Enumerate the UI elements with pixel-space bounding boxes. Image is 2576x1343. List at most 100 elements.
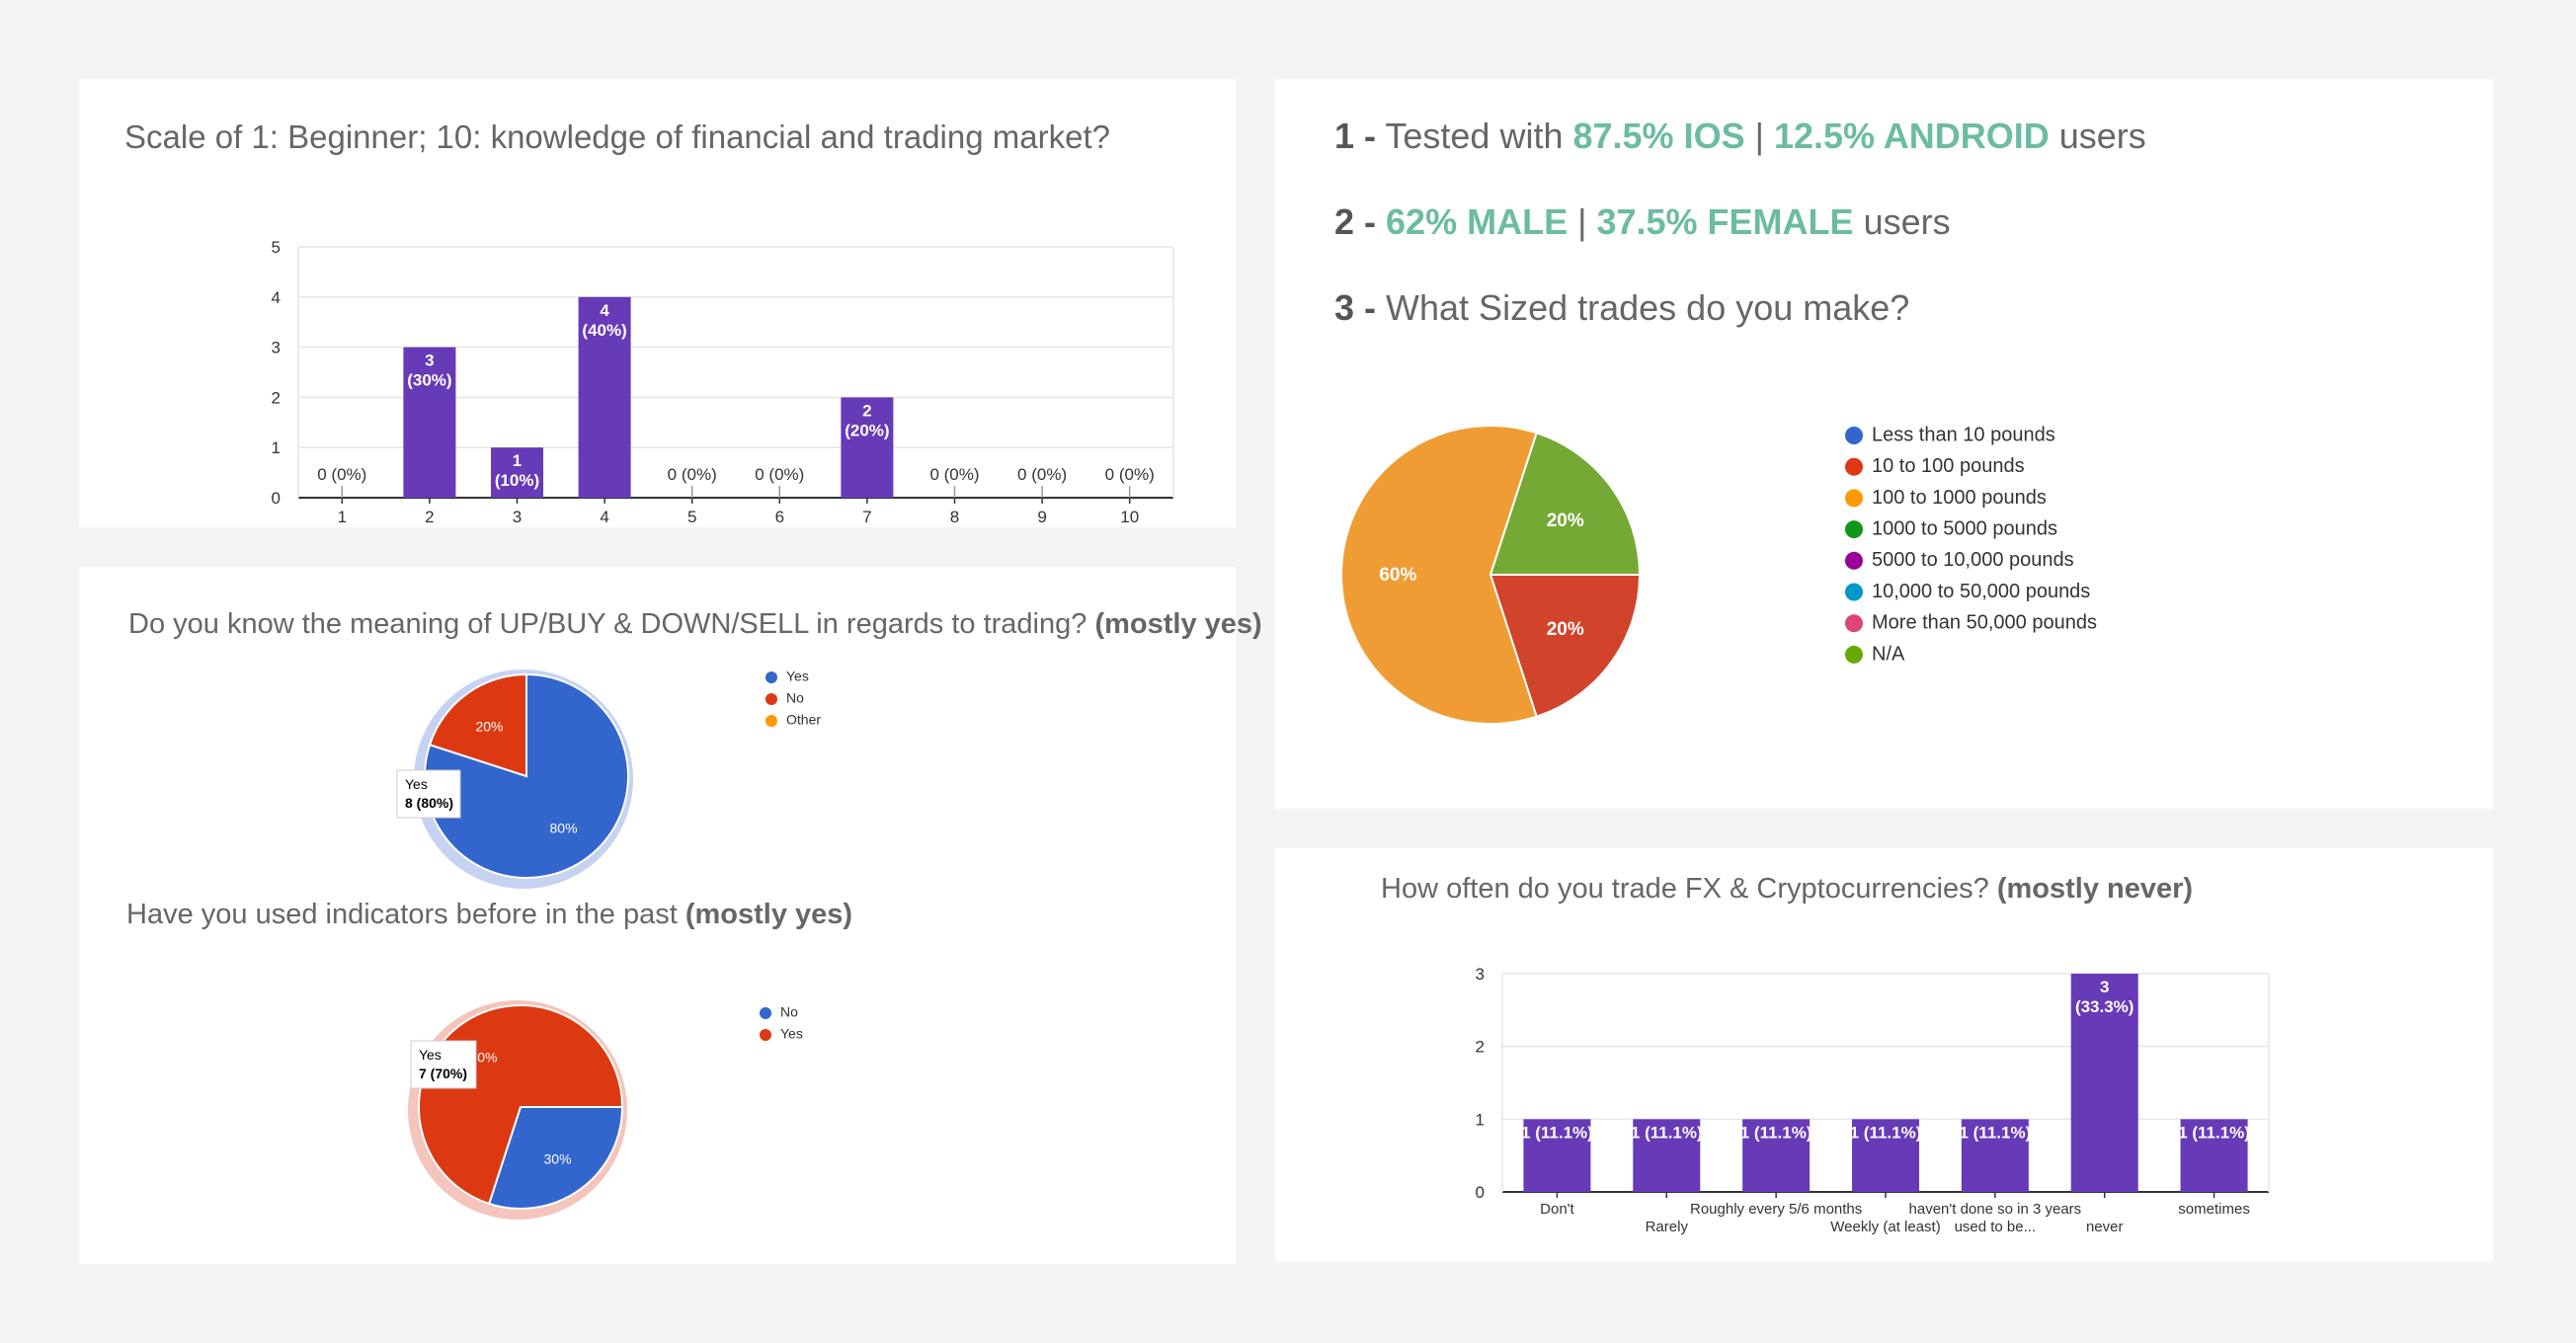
bar-value-label: 4 [600,301,609,320]
bar[interactable] [578,296,631,498]
x-category-label: haven't done so in 3 years [1909,1201,2082,1218]
pie-slice[interactable] [1340,425,1538,725]
bar-value-label: 1 (11.1%) [1521,1123,1593,1142]
legend-label[interactable]: Yes [786,669,809,684]
pie-tooltip-label: Yes [419,1047,442,1063]
frequency-chart-svg: How often do you trade FX & Cryptocurren… [1381,873,2270,1235]
bar-value-label: 0 (0%) [755,465,804,484]
y-tick-label: 0 [272,489,281,508]
indicators-legend: No Yes [760,1004,803,1042]
bar[interactable] [2180,1119,2248,1192]
summary-line-trade-size: 3 - What Sized trades do you make? [1334,287,1909,328]
pie-tooltip [410,1040,477,1089]
bar-value-label: 1 (11.1%) [1631,1123,1703,1142]
frequency-question-title: How often do you trade FX & Cryptocurren… [1381,873,2193,905]
bar[interactable] [1633,1119,1701,1192]
summary-line-devices: 1 - Tested with 87.5% IOS | 12.5% ANDROI… [1334,116,2146,156]
bar-value-label: 0 (0%) [1105,465,1155,484]
legend-swatch [1845,427,1863,444]
legend-swatch [1845,583,1863,601]
pie-tooltip-value: 7 (70%) [419,1066,467,1081]
legend-label[interactable]: More than 50,000 pounds [1872,612,2097,634]
legend-swatch [1845,551,1863,570]
legend-label[interactable]: Yes [780,1026,803,1042]
legend-swatch [765,672,777,683]
legend-swatch [1845,489,1863,508]
scale-question-title: Scale of 1: Beginner; 10: knowledge of f… [124,118,1110,155]
bar-value-label: 1 (11.1%) [1850,1123,1922,1142]
legend-swatch [765,693,777,705]
y-tick-label: 0 [1476,1183,1485,1202]
bar[interactable] [491,447,543,498]
pie-slice-label: 20% [1547,619,1584,640]
summary-svg: 1 - Tested with 87.5% IOS | 12.5% ANDROI… [1334,116,2146,725]
bar-value-label: 3 [2100,978,2109,996]
legend-swatch [1845,457,1863,476]
trade-size-legend: Less than 10 pounds 10 to 100 pounds 100 t… [1845,424,2097,665]
x-category-label: 1 [338,508,347,526]
bar[interactable] [403,347,456,498]
pie-slice[interactable] [1489,574,1642,718]
scale-question-card: Scale of 1: Beginner; 10: knowledge of f… [79,79,1236,527]
x-category-label: 2 [425,508,434,526]
bar[interactable] [1742,1119,1811,1192]
bar[interactable] [2070,974,2138,1192]
y-tick-label: 5 [272,238,281,257]
x-category-label: never [2086,1219,2124,1235]
y-tick-label: 1 [272,438,281,457]
scale-chart-svg: Scale of 1: Beginner; 10: knowledge of f… [124,118,1174,526]
pie-slice[interactable] [487,1106,624,1210]
y-tick-label: 2 [1476,1038,1485,1057]
legend-label[interactable]: Other [786,712,821,728]
pie-tooltip-value: 8 (80%) [405,795,453,811]
bar-value-label: 1 (11.1%) [1740,1123,1812,1142]
x-category-label: 9 [1037,508,1046,526]
bar-value-label: 1 (11.1%) [1959,1123,2031,1142]
bar-percent-label: (20%) [845,421,889,439]
bar[interactable] [1961,1119,2029,1192]
legend-swatch [760,1007,771,1019]
updown-pie-chart: 80% 20% Yes 8 (80%) [396,670,633,889]
pie-slice-label: 20% [475,718,503,734]
frequency-question-card: How often do you trade FX & Cryptocurren… [1275,848,2493,1261]
bar[interactable] [1523,1119,1591,1192]
updown-question-title: Do you know the meaning of UP/BUY & DOWN… [128,608,1262,640]
frequency-bar-chart: 0 1 2 3 1 (11.1%) Don't 1 (11.1%) Rarely 1 (11.1… [1476,965,2270,1235]
bar-value-label: 2 [862,401,871,420]
legend-label[interactable]: 10,000 to 50,000 pounds [1872,581,2090,602]
x-category-label: 6 [775,508,784,526]
bar-percent-label: (10%) [495,471,539,490]
x-category-label: Weekly (at least) [1830,1219,1940,1235]
legend-swatch [760,1029,771,1041]
legend-label[interactable]: 10 to 100 pounds [1872,455,2025,477]
bar-percent-label: (30%) [407,371,451,390]
bar[interactable] [1852,1119,1919,1192]
x-category-label: 8 [950,508,959,526]
x-category-label: 4 [600,508,608,526]
yes-no-questions-card: Do you know the meaning of UP/BUY & DOWN… [79,567,1262,1264]
summary-card: 1 - Tested with 87.5% IOS | 12.5% ANDROI… [1275,79,2493,809]
pie-slice-label: 80% [550,821,578,836]
pie-slice-label: 20% [1547,511,1584,531]
bar-percent-label: (33.3%) [2075,997,2134,1016]
legend-label[interactable]: 100 to 1000 pounds [1872,487,2047,509]
y-tick-label: 3 [272,339,281,357]
legend-label[interactable]: No [786,690,804,706]
legend-label[interactable]: No [780,1004,798,1020]
yes-no-charts-svg: Do you know the meaning of UP/BUY & DOWN… [126,608,1262,1220]
legend-label[interactable]: N/A [1872,643,1905,665]
indicators-question-title: Have you used indicators before in the p… [126,899,852,930]
bar-value-label: 0 (0%) [317,465,366,484]
bar-value-label: 1 [513,451,522,470]
legend-label[interactable]: Less than 10 pounds [1872,424,2055,445]
legend-label[interactable]: 1000 to 5000 pounds [1872,518,2057,540]
pie-slice[interactable] [428,672,527,778]
pie-slice[interactable] [1489,432,1642,576]
legend-label[interactable]: 5000 to 10,000 pounds [1872,549,2074,571]
x-category-label: 3 [513,508,522,526]
y-tick-label: 1 [1476,1110,1485,1129]
bar-value-label: 0 (0%) [1017,465,1067,484]
updown-legend: Yes No Other [765,669,821,728]
bar[interactable] [841,397,894,498]
y-tick-label: 3 [1476,965,1485,984]
